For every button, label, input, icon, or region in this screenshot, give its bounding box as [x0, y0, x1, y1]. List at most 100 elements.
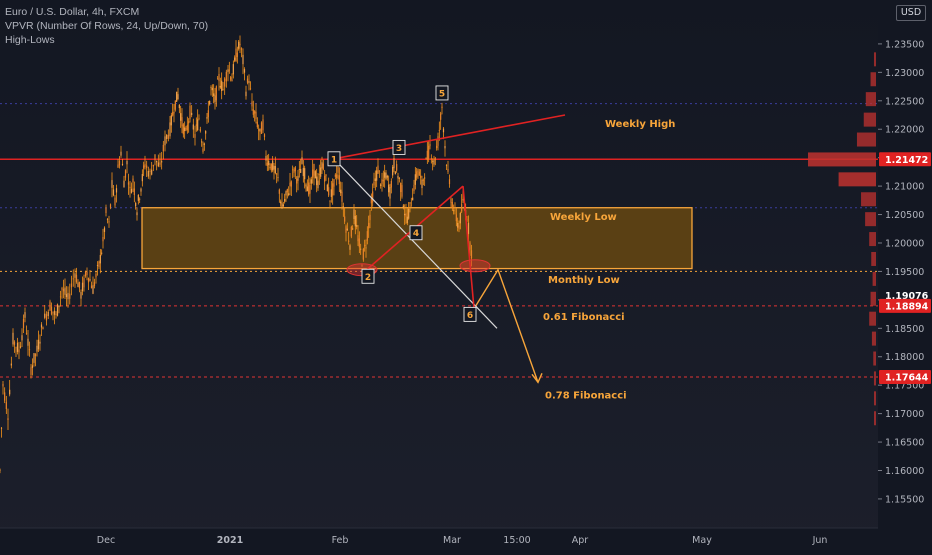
candle-body	[373, 181, 375, 186]
candle-body	[313, 164, 315, 176]
candle-body	[434, 158, 436, 161]
candle-body	[328, 187, 330, 196]
x-tick-label: 2021	[217, 535, 243, 546]
candle-body	[342, 206, 344, 209]
candle-body	[219, 85, 221, 88]
annotation-weekly-low: Weekly Low	[550, 212, 617, 223]
wave-line-to-6	[462, 186, 475, 309]
candle-body	[176, 91, 178, 102]
volume-bar-13	[869, 311, 876, 326]
candle-body	[157, 162, 159, 167]
candle-body	[366, 231, 368, 241]
candle-body	[234, 57, 236, 61]
y-tick-label: 1.23500	[885, 39, 924, 50]
candle-body	[281, 203, 283, 209]
volume-bar-8	[865, 212, 876, 227]
candle-body	[417, 169, 419, 172]
y-tick-label: 1.15500	[885, 494, 924, 505]
candle-body	[231, 79, 233, 82]
annotation-0-61-fibonacci: 0.61 Fibonacci	[543, 312, 625, 323]
price-tag-1.19076: 1.19076	[885, 291, 929, 302]
price-tag-1.18894: 1.18894	[885, 301, 929, 312]
candle-body	[89, 279, 91, 281]
candle-body	[189, 105, 191, 120]
candle-body	[360, 248, 362, 250]
candle-body	[301, 157, 303, 164]
candle-body	[49, 301, 51, 311]
candle-body	[151, 169, 153, 175]
candle-body	[129, 186, 131, 189]
candle-body	[289, 182, 291, 187]
candle-body	[235, 48, 237, 62]
candle-body	[22, 318, 25, 328]
candle-body	[4, 392, 6, 401]
y-tick-label: 1.22500	[885, 96, 924, 107]
candle-body	[52, 311, 54, 313]
candle-body	[336, 174, 338, 179]
candle-body	[87, 278, 90, 283]
volume-bar-18	[874, 411, 876, 426]
candle-body	[424, 177, 426, 179]
wave-label-4: 4	[413, 229, 419, 239]
candle-body	[455, 214, 457, 222]
candle-body	[381, 179, 383, 184]
candle-body	[254, 111, 256, 114]
candle-body	[86, 271, 88, 275]
candle-body	[64, 287, 66, 295]
legend-indicator-vpvr[interactable]: VPVR (Number Of Rows, 24, Up/Down, 70)	[5, 20, 209, 32]
candle-body	[365, 247, 367, 249]
y-tick-label: 1.17000	[885, 409, 924, 420]
candle-body	[426, 150, 428, 161]
candle-body	[318, 174, 320, 176]
candle-body	[292, 169, 294, 171]
candle-body	[136, 212, 138, 216]
candle-body	[270, 163, 272, 171]
candle-body	[294, 167, 296, 172]
candle-body	[173, 111, 175, 114]
candle-body	[437, 136, 439, 146]
candle-body	[269, 166, 271, 168]
candle-body	[316, 176, 318, 186]
candle-body	[98, 261, 100, 267]
candle-body	[278, 189, 280, 194]
legend-title[interactable]: Euro / U.S. Dollar, 4h, FXCM	[5, 6, 140, 18]
legend-indicator-highlows[interactable]: High-Lows	[5, 34, 55, 46]
candle-body	[433, 160, 435, 165]
currency-label[interactable]: USD	[896, 5, 926, 21]
candle-body	[172, 112, 174, 116]
volume-bar-17	[874, 391, 876, 406]
candle-body	[384, 172, 386, 178]
candle-body	[206, 117, 208, 119]
candle-body	[59, 296, 62, 298]
candle-body	[108, 221, 110, 223]
candle-body	[72, 278, 74, 280]
candle-body	[263, 134, 266, 137]
volume-bar-9	[869, 232, 876, 247]
wave-label-2: 2	[365, 273, 371, 283]
candle-body	[139, 198, 141, 200]
x-tick-label: May	[692, 535, 712, 546]
candle-body	[21, 335, 23, 341]
y-tick-label: 1.16500	[885, 438, 924, 449]
candle-body	[470, 250, 473, 259]
candle-body	[461, 204, 463, 212]
candle-body	[106, 219, 109, 221]
price-tag-1.17644: 1.17644	[885, 372, 929, 383]
candle-body	[7, 418, 9, 421]
candle-body	[177, 94, 179, 99]
candle-body	[341, 191, 343, 202]
candle-body	[167, 134, 169, 139]
candle-body	[451, 202, 453, 209]
candle-body	[440, 113, 442, 120]
wave-label-box-6	[463, 306, 477, 322]
volume-bar-16	[873, 371, 876, 386]
candle-body	[444, 145, 446, 149]
candle-body	[45, 314, 48, 321]
candle-body	[454, 207, 456, 209]
candle-body	[30, 367, 32, 375]
candle-body	[416, 171, 418, 178]
candle-body	[394, 171, 396, 175]
candle-body	[178, 104, 180, 109]
